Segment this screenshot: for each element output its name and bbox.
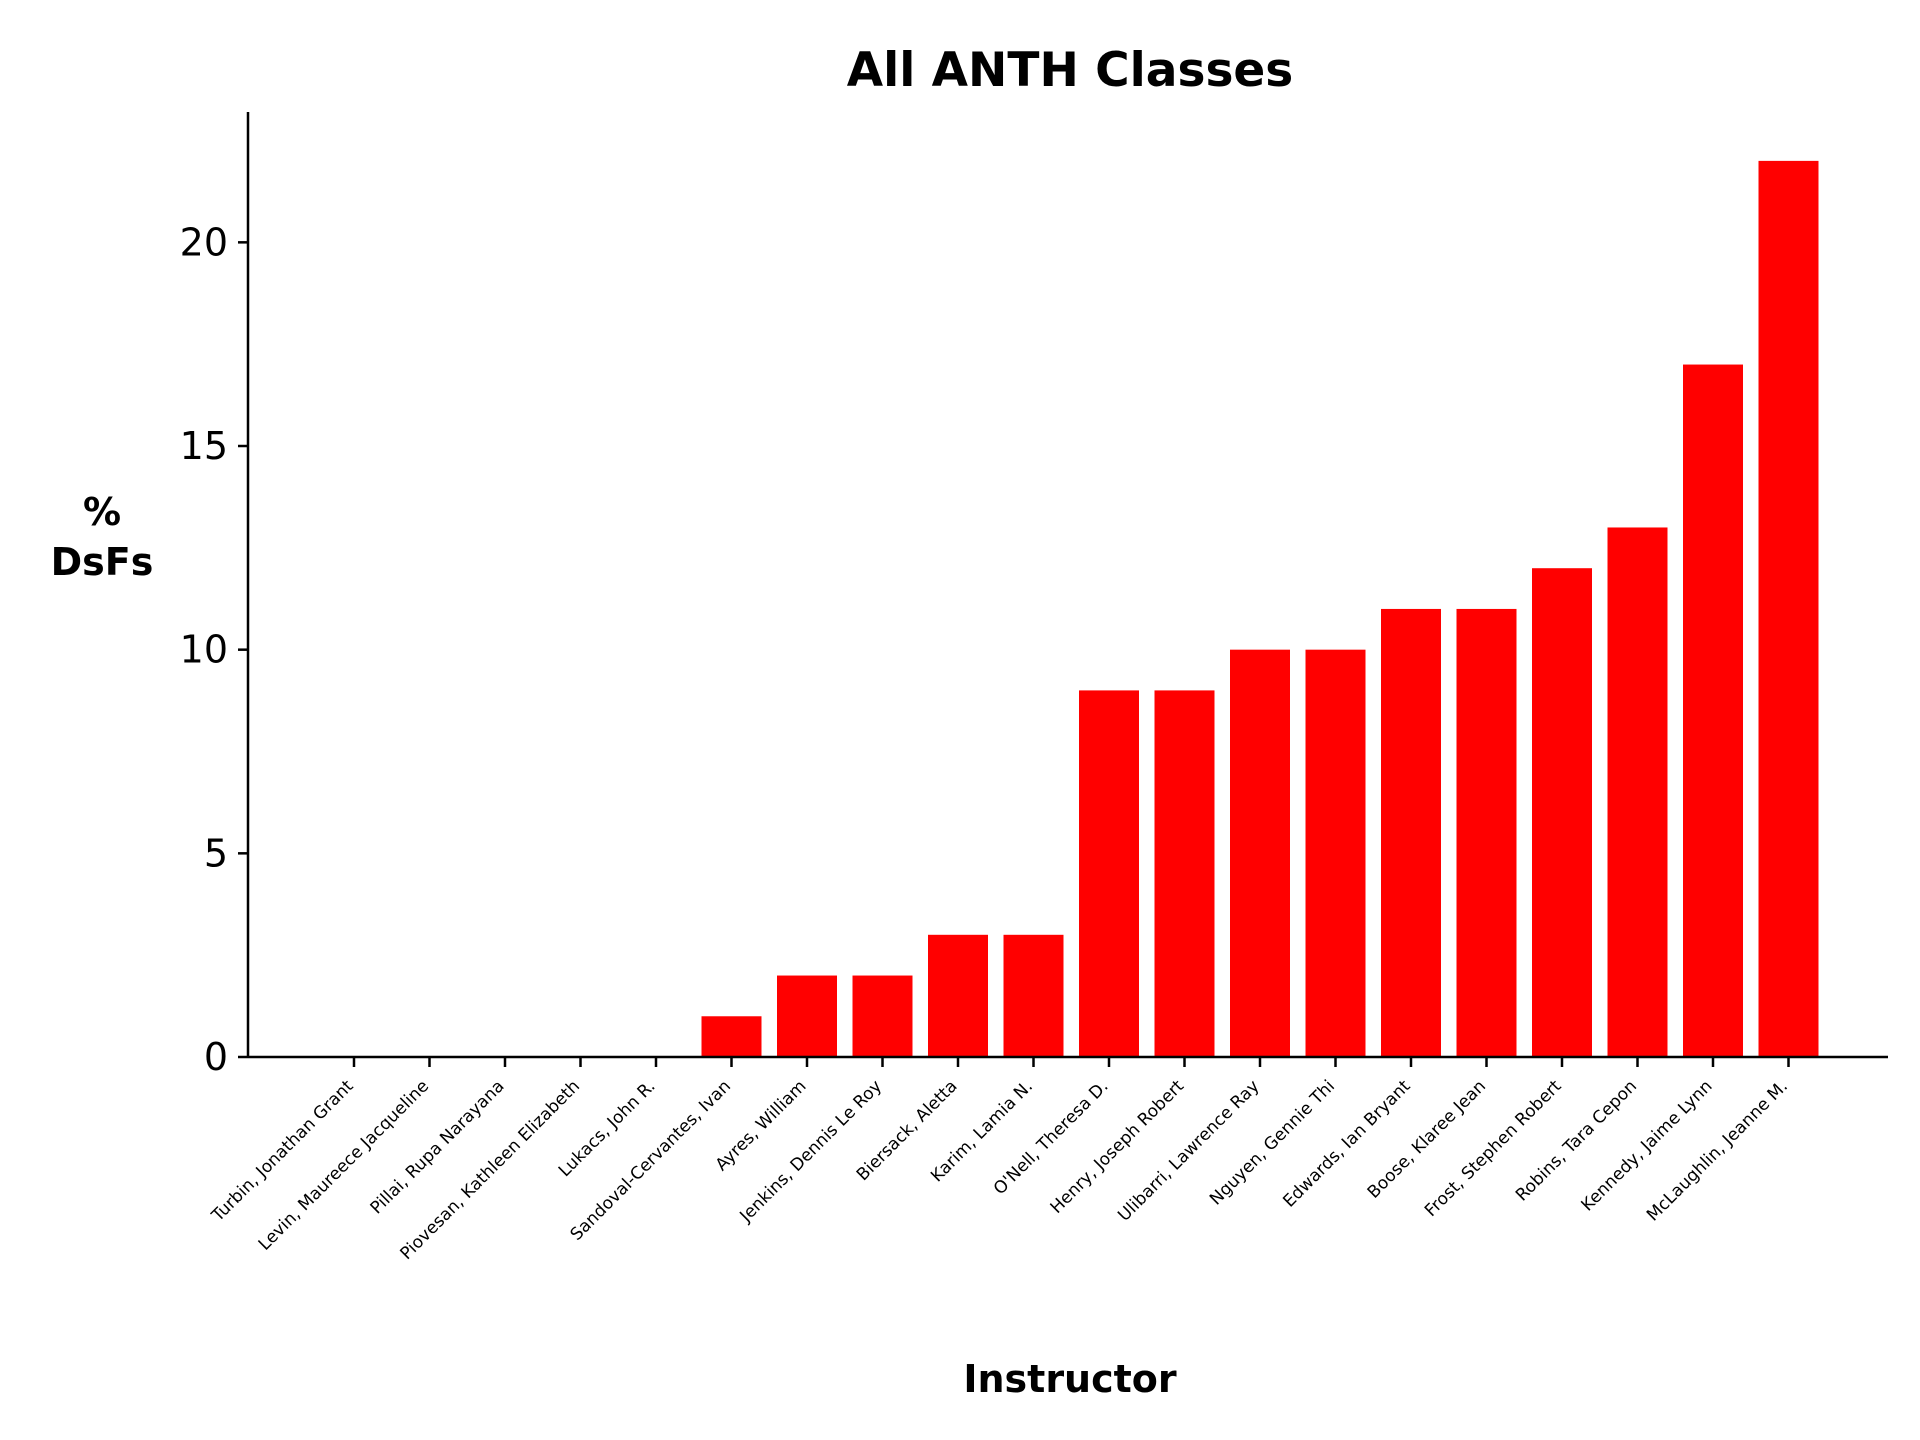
x-tick-label: McLaughlin, Jeanne M. — [1643, 1076, 1792, 1225]
y-tick-label: 0 — [204, 1035, 228, 1079]
bar — [1607, 527, 1668, 1057]
x-tick-label: Edwards, Ian Bryant — [1279, 1076, 1414, 1211]
x-tick-label: Henry, Joseph Robert — [1047, 1076, 1189, 1218]
x-tick-label: Ulibarri, Lawrence Ray — [1114, 1076, 1263, 1225]
y-axis-label: % DsFs — [51, 490, 154, 584]
bar — [1079, 690, 1139, 1057]
y-tick-label: 15 — [180, 424, 228, 468]
bars-group — [701, 160, 1819, 1058]
y-ticks-group: 0 5 10 15 20 — [180, 220, 248, 1079]
bar — [701, 1016, 762, 1057]
chart-title: All ANTH Classes — [847, 43, 1294, 98]
bar — [928, 934, 988, 1057]
x-tick-label: Sandoval-Cervantes, Ivan — [567, 1076, 735, 1244]
bar — [1758, 160, 1819, 1058]
bar — [777, 975, 837, 1057]
x-tick-label: Nguyen, Gennie Thi — [1206, 1076, 1339, 1209]
x-axis-label: Instructor — [963, 1357, 1177, 1401]
y-axis-label-line-2: DsFs — [51, 540, 154, 584]
bar — [852, 975, 913, 1057]
y-tick-label: 5 — [204, 831, 228, 875]
bar — [1683, 364, 1743, 1057]
bar — [1532, 568, 1592, 1057]
x-tick-label: Turbin, Jonathan Grant — [207, 1076, 357, 1226]
bar — [1305, 649, 1366, 1057]
y-tick-label: 10 — [180, 628, 228, 672]
y-axis-label-line-1: % — [83, 490, 121, 534]
y-tick-label: 20 — [180, 220, 228, 264]
x-tick-label: Pillai, Rupa Narayana — [367, 1076, 509, 1218]
bar — [1154, 690, 1215, 1057]
x-tick-label: Jenkins, Dennis Le Roy — [735, 1076, 886, 1227]
bar — [1456, 608, 1517, 1057]
x-tick-label: Kennedy, Jaime Lynn — [1578, 1076, 1717, 1215]
bar — [1003, 934, 1064, 1057]
bar — [1230, 649, 1290, 1057]
x-tick-label: Frost, Stephen Robert — [1421, 1076, 1566, 1221]
bar — [1381, 608, 1441, 1057]
